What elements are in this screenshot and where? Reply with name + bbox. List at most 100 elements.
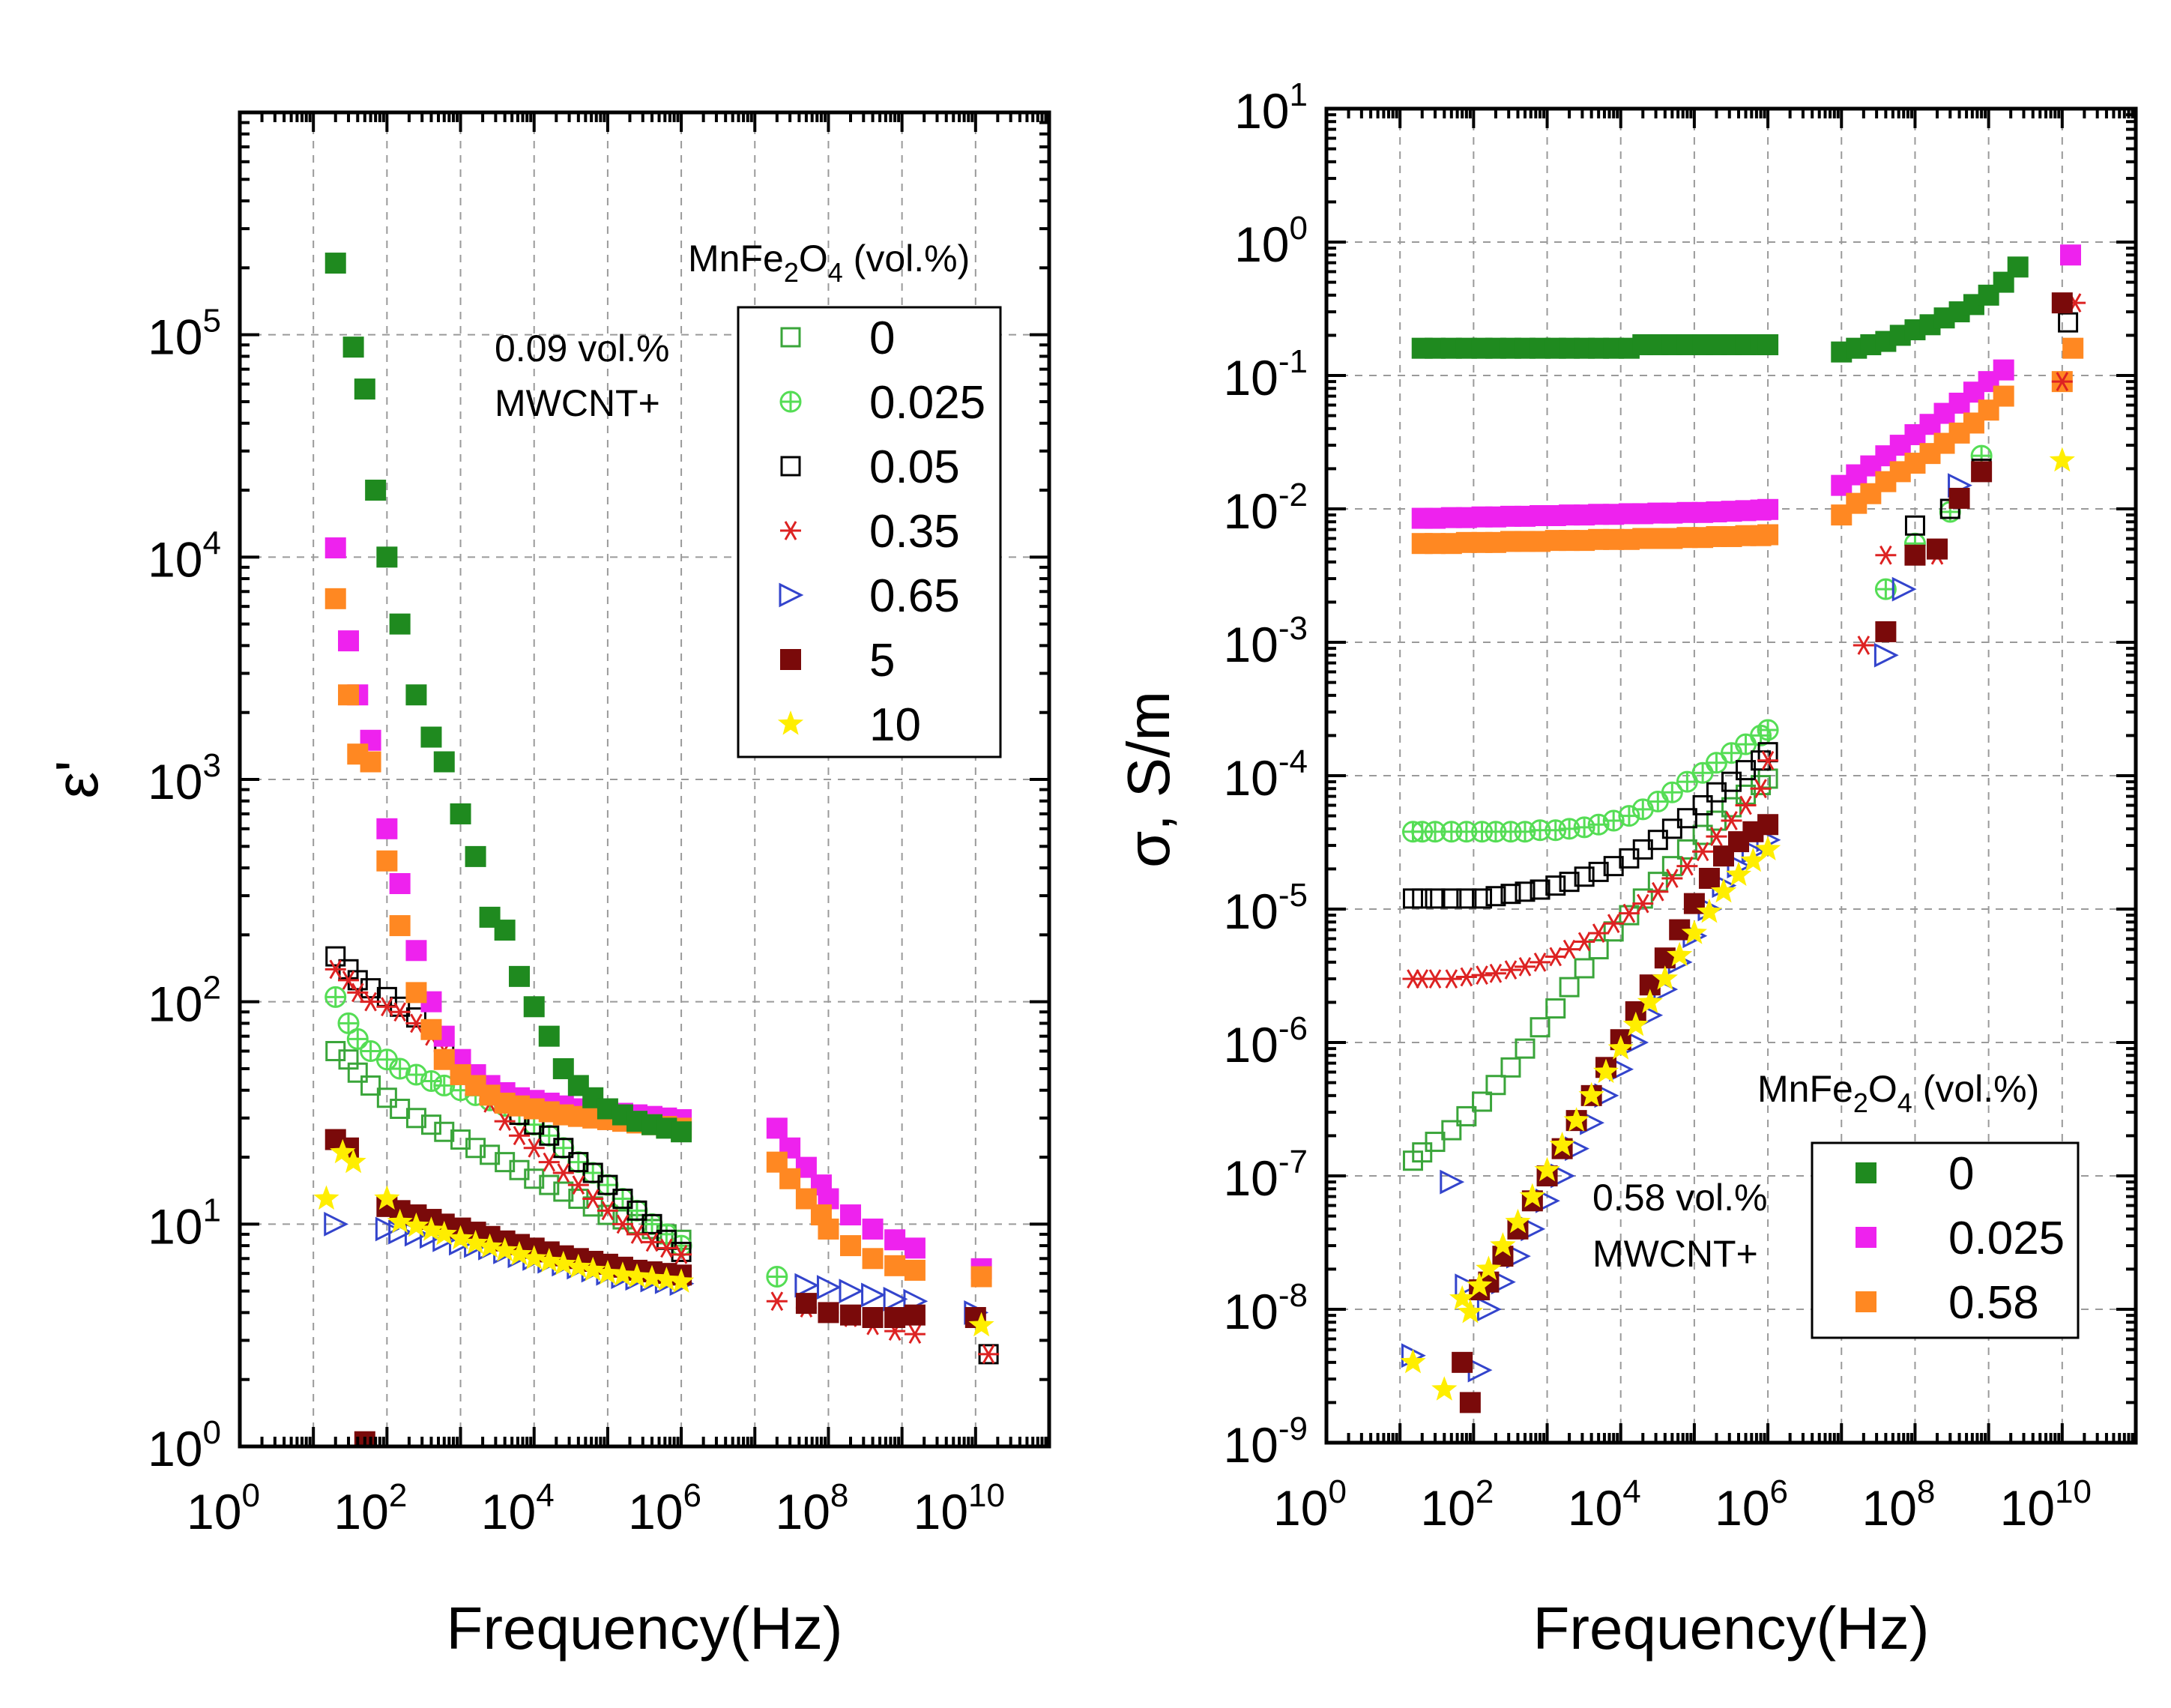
data-point	[523, 1138, 545, 1158]
data-point	[1573, 816, 1595, 839]
data-point	[653, 1267, 680, 1291]
tick-label-exponent: 3	[203, 747, 221, 784]
tick-label-exponent: 4	[536, 1477, 554, 1514]
data-point	[580, 1256, 606, 1282]
data-point	[1853, 636, 1874, 655]
data-point	[1691, 761, 1714, 784]
x-tick-label: 104	[481, 1477, 555, 1539]
data-point	[420, 726, 442, 748]
tick-label-base: 10	[148, 977, 202, 1032]
data-point	[1637, 989, 1663, 1013]
x-tick-label: 100	[1273, 1473, 1347, 1536]
data-point	[1757, 498, 1779, 520]
data-point	[1545, 875, 1566, 896]
y-tick-label: 104	[148, 525, 221, 587]
y-tick-label: 10-4	[1223, 743, 1308, 806]
x-axis-title: Frequency(Hz)	[446, 1595, 842, 1662]
legend-marker	[779, 582, 804, 608]
data-point	[567, 1175, 589, 1195]
legend-title-subscript: 4	[1897, 1087, 1912, 1118]
data-point	[1692, 824, 1713, 845]
data-point	[1452, 1351, 1473, 1373]
tick-label-base: 10	[1273, 1480, 1328, 1536]
series-2	[1411, 337, 2084, 555]
data-point	[779, 1168, 801, 1189]
data-point	[1500, 884, 1521, 905]
x-tick-label: 1010	[2000, 1473, 2092, 1536]
data-point	[405, 982, 427, 1004]
data-point	[1652, 965, 1678, 990]
data-point	[1873, 642, 1899, 668]
data-point	[1705, 752, 1727, 774]
y-tick-label: 102	[148, 970, 221, 1032]
data-point	[494, 1111, 516, 1132]
legend-label: 0	[1948, 1148, 1974, 1200]
tick-label-exponent: 5	[203, 303, 221, 340]
tick-label-base: 10	[187, 1484, 241, 1539]
data-point	[1993, 359, 2014, 381]
data-point	[904, 1324, 926, 1345]
data-point	[2058, 312, 2079, 333]
data-point	[538, 1152, 560, 1172]
data-point	[375, 1048, 398, 1071]
tick-label-base: 10	[1223, 1284, 1278, 1339]
tick-label-base: 10	[2000, 1480, 2055, 1536]
data-point	[1515, 881, 1536, 902]
data-point	[338, 971, 360, 990]
legend-box	[737, 306, 1002, 758]
data-point	[360, 1075, 381, 1096]
tick-label-base: 10	[1223, 483, 1278, 539]
data-point	[418, 1216, 444, 1241]
legend-label: 0.05	[869, 441, 960, 493]
data-point	[1545, 819, 1567, 842]
data-point	[1661, 869, 1683, 888]
data-point	[330, 1138, 356, 1164]
conductivity-axis-ticks	[1325, 107, 2137, 1444]
data-point	[477, 1233, 503, 1258]
tick-label-exponent: -6	[1278, 1010, 1308, 1047]
data-point	[1588, 939, 1609, 960]
data-point	[1757, 719, 1779, 741]
tick-label-base: 10	[148, 1198, 202, 1254]
data-point	[447, 1225, 474, 1250]
data-point	[2062, 337, 2084, 359]
data-point	[638, 1264, 665, 1290]
legend-title-part: MnFe	[688, 238, 784, 280]
data-point	[668, 1268, 695, 1293]
data-point	[1441, 888, 1462, 909]
data-point	[582, 1189, 604, 1209]
data-point	[1692, 842, 1714, 862]
legend-title-subscript: 2	[784, 257, 799, 288]
x-tick-label: 106	[1715, 1473, 1788, 1536]
data-point	[1412, 888, 1433, 909]
data-point	[389, 613, 411, 635]
data-point	[1587, 813, 1610, 836]
data-point	[1559, 872, 1580, 893]
data-point	[766, 1266, 788, 1288]
data-point	[1875, 545, 1897, 565]
data-point	[552, 1163, 574, 1183]
data-point	[1578, 1081, 1604, 1107]
legend-marker	[777, 710, 804, 735]
data-point	[1559, 939, 1580, 959]
data-point	[1412, 1142, 1433, 1163]
data-point	[325, 946, 346, 967]
data-point	[1592, 1058, 1619, 1084]
x-tick-label: 104	[1568, 1473, 1641, 1536]
data-point	[1441, 1120, 1462, 1141]
data-point	[970, 1266, 992, 1288]
tick-label-base: 10	[1234, 83, 1289, 139]
data-point	[1993, 385, 2014, 407]
data-point	[656, 1238, 677, 1258]
tick-label-exponent: 8	[1917, 1473, 1935, 1510]
tick-label-base: 10	[148, 310, 202, 365]
tick-label-exponent: -9	[1278, 1410, 1308, 1447]
data-point	[1472, 888, 1493, 909]
legend-label: 0	[869, 313, 895, 364]
data-point	[1706, 827, 1727, 847]
data-point	[538, 1025, 560, 1047]
permittivity-legend: 0 0.025 0.05 0.35 0.65 5 10	[737, 306, 1002, 758]
data-point	[1706, 782, 1727, 803]
tick-label-exponent: -8	[1278, 1277, 1308, 1314]
data-point	[568, 1152, 589, 1173]
